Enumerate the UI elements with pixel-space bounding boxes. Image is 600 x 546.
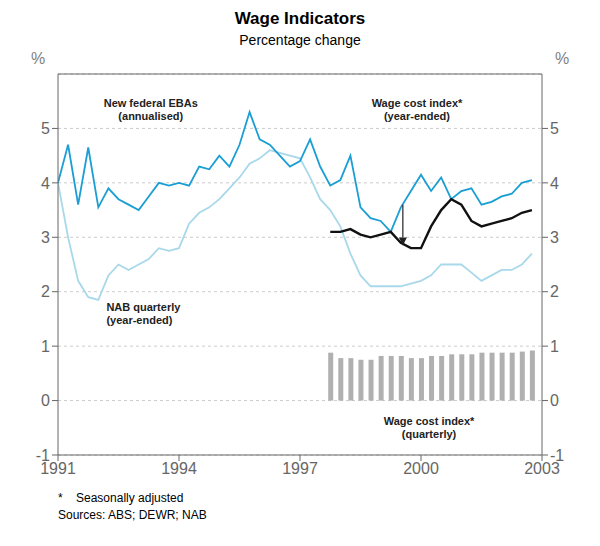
svg-text:0: 0 [550, 392, 559, 409]
svg-text:1997: 1997 [282, 460, 318, 477]
svg-text:Wage cost index*: Wage cost index* [372, 97, 463, 109]
svg-text:1: 1 [41, 338, 50, 355]
svg-text:3: 3 [41, 229, 50, 246]
svg-text:Wage cost index*: Wage cost index* [384, 415, 475, 427]
svg-text:0: 0 [41, 392, 50, 409]
svg-text:(quarterly): (quarterly) [402, 428, 457, 440]
svg-text:2003: 2003 [524, 460, 560, 478]
svg-text:(year-ended): (year-ended) [106, 314, 172, 326]
svg-text:NAB quarterly: NAB quarterly [106, 301, 181, 313]
html-text:Sources: ABS; DEWR; NAB: Sources: ABS; DEWR; NAB [58, 508, 207, 522]
svg-text:1: 1 [550, 338, 559, 355]
svg-text:2: 2 [41, 283, 50, 300]
svg-text:3: 3 [550, 229, 559, 246]
html-text:* Seasonally adjusted: * Seasonally adjusted [58, 491, 184, 505]
svg-text:2: 2 [550, 283, 559, 300]
svg-text:5: 5 [41, 120, 50, 137]
svg-text:-1: -1 [550, 447, 564, 464]
svg-text:1991: 1991 [40, 460, 76, 478]
svg-text:%: % [31, 50, 45, 67]
svg-text:4: 4 [41, 175, 50, 192]
svg-text:1994: 1994 [161, 460, 197, 477]
html-text:Wage Indicators: Wage Indicators [234, 9, 366, 28]
svg-text:(annualised): (annualised) [118, 110, 183, 122]
svg-text:New federal EBAs: New federal EBAs [104, 97, 198, 109]
svg-text:4: 4 [550, 175, 559, 192]
html-text:Percentage change: Percentage change [239, 32, 361, 48]
svg-text:5: 5 [550, 120, 559, 137]
svg-text:-1: -1 [36, 447, 50, 464]
svg-text:2000: 2000 [403, 460, 439, 477]
svg-text:%: % [555, 50, 569, 67]
svg-text:(year-ended): (year-ended) [384, 110, 450, 122]
